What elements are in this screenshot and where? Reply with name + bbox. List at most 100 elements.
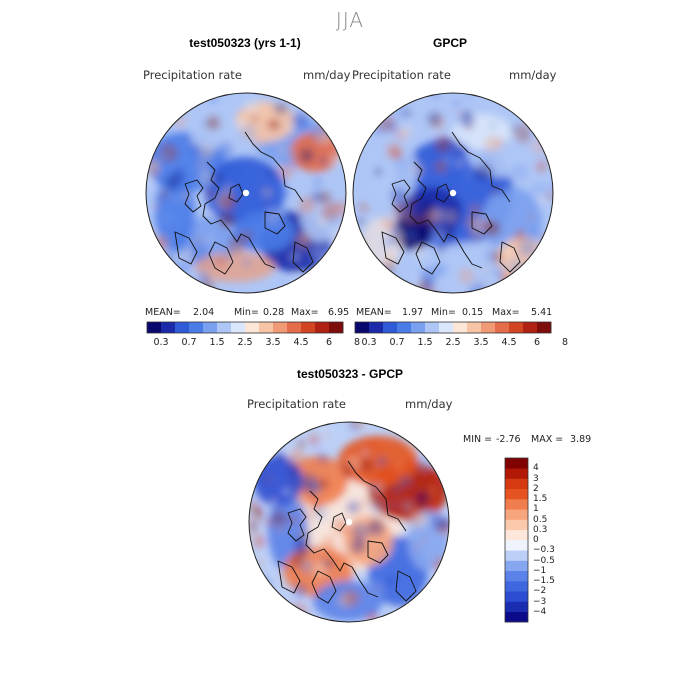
panel-3-colorbar-swatch — [505, 529, 528, 541]
panel-1-mean-value: 2.04 — [193, 307, 215, 318]
panel-1-min-label: Min= — [234, 307, 259, 318]
panel-1-colorbar-swatch — [259, 322, 274, 333]
panel-3-colorbar — [504, 457, 529, 623]
panel-1-colorbar-swatch — [189, 322, 204, 333]
panel-3-min-value: -2.76 — [496, 434, 521, 445]
panel-3-colorbar-tick-label: −0.5 — [533, 555, 555, 566]
panel-3-colorbar-swatch — [505, 519, 528, 531]
panel-3-colorbar-tick-label: 1.5 — [533, 494, 548, 504]
panel-3-variable-label: Precipitation rate — [247, 397, 346, 411]
panel-3-colorbar-swatch — [505, 488, 528, 500]
panel-3-colorbar-tick-label: 4 — [533, 463, 539, 474]
panel-2-mean-label: MEAN= — [356, 307, 392, 318]
panel-2-max-value: 5.41 — [531, 307, 553, 318]
panel-1-colorbar-swatch — [329, 322, 344, 333]
panel-1-min-value: 0.28 — [263, 307, 285, 318]
panel-1-colorbar-tick-label: 3.5 — [265, 337, 281, 348]
panel-1-title: test050323 (yrs 1-1) — [189, 36, 301, 50]
panel-2-colorbar-swatch — [537, 322, 552, 333]
panel-2-colorbar-tick-label: 6 — [533, 337, 541, 348]
panel-2-min-value: 0.15 — [462, 307, 484, 318]
panel-1-colorbar-swatch — [245, 322, 260, 333]
panel-1-max-value: 6.95 — [328, 307, 350, 318]
panel-1-colorbar-swatch — [231, 322, 246, 333]
panel-2-colorbar-swatch — [383, 322, 398, 333]
panel-1-colorbar-swatch — [161, 322, 176, 333]
panel-3-colorbar-tick-label: −3 — [533, 596, 547, 607]
panel-1-colorbar-ticks: 0.3 0.7 1.5 2.5 3.5 4.5 6 8 — [147, 337, 360, 351]
panel-3-units: mm/day — [405, 397, 453, 411]
panel-3-colorbar-swatch — [505, 560, 528, 572]
north-pole-marker — [345, 518, 353, 526]
panel-2-colorbar-tick-label: 4.5 — [501, 337, 517, 348]
panel-2-colorbar-swatch — [481, 322, 496, 333]
panel-3-max-label: MAX = — [531, 434, 564, 445]
panel-3-colorbar-swatch — [505, 478, 528, 490]
north-pole-marker — [242, 189, 250, 197]
panel-1-colorbar-tick-label: 0.3 — [153, 337, 169, 348]
panel-3-colorbar-tick-label: 1 — [533, 504, 539, 515]
panel-3-colorbar-tick-label: −1.5 — [533, 576, 555, 586]
panel-2-colorbar-swatch — [523, 322, 538, 333]
panel-1-colorbar-tick-label: 1.5 — [209, 337, 225, 348]
panel-3-colorbar-swatch — [505, 468, 528, 479]
panel-2-colorbar-tick-label: 0.7 — [389, 337, 405, 348]
panel-3-colorbar-tick-label: −0.3 — [533, 545, 555, 556]
panel-3-colorbar-swatch — [505, 540, 528, 551]
panel-2-colorbar-swatch — [411, 322, 426, 333]
panel-2-colorbar-tick-label: 2.5 — [445, 337, 461, 348]
panel-2-variable-label: Precipitation rate — [352, 68, 451, 82]
panel-2-colorbar — [354, 321, 552, 334]
panel-3-max-value: 3.89 — [570, 434, 592, 445]
panel-3-colorbar-tick-label: 2 — [533, 483, 539, 494]
panel-2-colorbar-swatch — [509, 322, 524, 333]
panel-1-colorbar-swatch — [203, 322, 218, 333]
panel-1-colorbar-tick-label: 4.5 — [293, 337, 309, 348]
panel-1-colorbar-tick-label: 0.7 — [181, 337, 197, 348]
panel-2-title: GPCP — [432, 36, 467, 50]
panel-1-colorbar-tick-label: 6 — [325, 337, 333, 348]
panel-2-colorbar-swatch — [495, 322, 510, 333]
panel-1-colorbar-swatch — [301, 322, 316, 333]
panel-2-colorbar-tick-label: 3.5 — [473, 337, 489, 348]
panel-2-colorbar-tick-label: 0.3 — [361, 337, 377, 348]
panel-3-title: test050323 - GPCP — [296, 367, 404, 381]
panel-2-mean-value: 1.97 — [402, 307, 424, 318]
panel-2-colorbar-ticks: 0.3 0.7 1.5 2.5 3.5 4.5 6 8 — [355, 337, 568, 351]
panel-1-colorbar-swatch — [175, 322, 190, 333]
panel-2-colorbar-swatch — [397, 322, 412, 333]
panel-2-polar-map — [352, 92, 554, 294]
panel-3-colorbar-tick-label: 3 — [533, 473, 539, 484]
panel-1-polar-map — [145, 92, 347, 294]
panel-2-colorbar-swatch — [453, 322, 468, 333]
panel-2-colorbar-tick-label: 8 — [561, 337, 569, 348]
panel-1-colorbar-swatch — [287, 322, 302, 333]
panel-2-max-label: Max= — [492, 307, 520, 318]
panel-1-max-label: Max= — [291, 307, 319, 318]
panel-3-colorbar-tick-label: 0.3 — [533, 524, 548, 535]
panel-2-colorbar-swatch — [439, 322, 454, 333]
panel-3-colorbar-swatch — [505, 550, 528, 561]
panel-3-colorbar-tick-label: 0 — [533, 535, 539, 545]
panel-3-colorbar-ticks: 4 3 2 1.5 1 0.5 0.3 0 −0.3 −0.5 −1 −1.5 −2 −3 −4 — [533, 458, 573, 622]
panel-1-units: mm/day — [303, 68, 351, 82]
panel-1-colorbar-swatch — [217, 322, 232, 333]
panel-2-colorbar-swatch — [355, 322, 370, 333]
panel-2-colorbar-swatch — [369, 322, 384, 333]
panel-2-colorbar-swatch — [467, 322, 482, 333]
panel-3-colorbar-tick-label: 0.5 — [533, 514, 548, 525]
panel-3-colorbar-swatch — [505, 581, 528, 592]
panel-3-colorbar-tick-label: −1 — [533, 565, 547, 576]
panel-3-colorbar-swatch — [505, 499, 528, 510]
panel-1-colorbar-swatch — [273, 322, 288, 333]
panel-1-variable-label: Precipitation rate — [143, 68, 242, 82]
panel-2-min-label: Min= — [431, 307, 456, 318]
panel-3-polar-map — [248, 421, 450, 623]
figure-suptitle: JJA — [335, 8, 365, 32]
panel-3-colorbar-swatch — [505, 458, 528, 469]
panel-3-colorbar-swatch — [505, 611, 528, 623]
panel-1-colorbar-tick-label: 2.5 — [237, 337, 253, 348]
panel-3-colorbar-swatch — [505, 591, 528, 602]
panel-2-colorbar-swatch — [425, 322, 440, 333]
panel-3-colorbar-swatch — [505, 509, 528, 520]
